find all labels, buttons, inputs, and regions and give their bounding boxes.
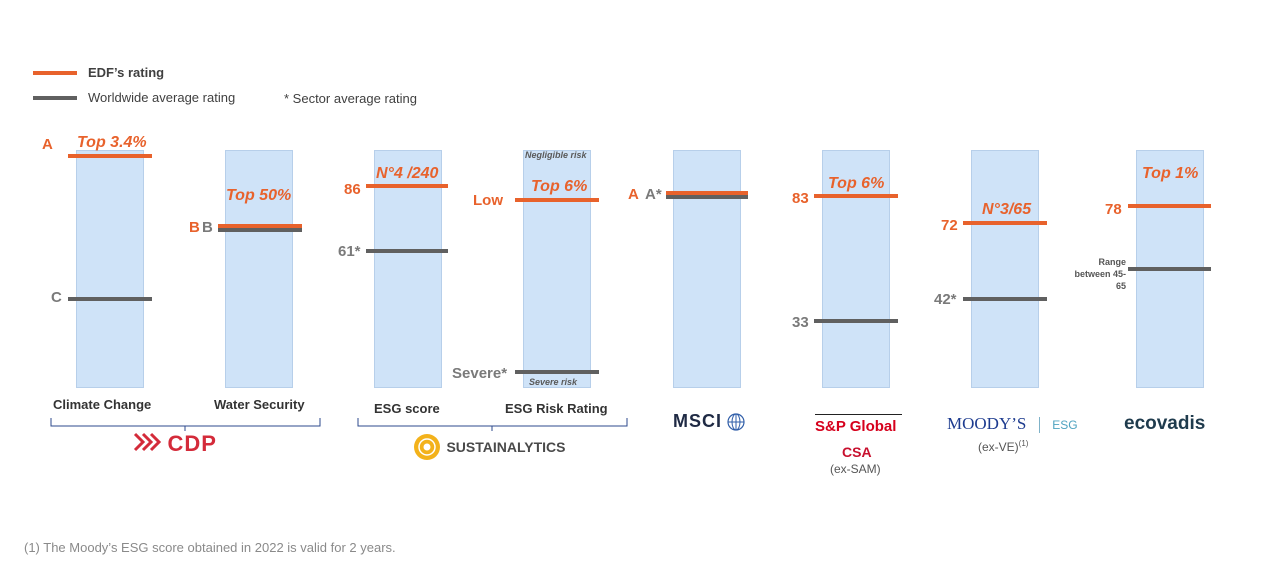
moodys-edf-line <box>963 221 1047 225</box>
cdp-logo-icon <box>133 432 162 452</box>
sp-panel <box>822 150 890 388</box>
sp-note: Top 6% <box>828 175 885 192</box>
ecovadis-logo-text: ecovadis <box>1124 413 1206 434</box>
sp-csa-label: CSA <box>842 444 872 460</box>
sustainalytics-logo-icon <box>414 434 440 460</box>
esg-risk-average-line <box>515 370 599 374</box>
moodys-average-value: 42* <box>934 291 957 308</box>
cdp-logo: CDP <box>133 430 217 456</box>
water-average-line <box>218 228 302 232</box>
esg-risk-edf-line <box>515 198 599 202</box>
msci-average-line <box>666 195 748 199</box>
msci-logo-text: MSCI <box>673 411 722 431</box>
esg-score-panel <box>374 150 442 388</box>
legend-average-label: Worldwide average rating <box>88 90 236 105</box>
moodys-average-line <box>963 297 1047 301</box>
sustainalytics-logo-text: SUSTAINALYTICS <box>446 439 566 455</box>
climate-change-panel <box>76 150 144 388</box>
moodys-logo: MOODY’S ESG <box>947 414 1078 434</box>
esg-risk-panel <box>523 150 591 388</box>
moodys-ex-label: (ex-VE)(1) <box>978 439 1028 454</box>
sp-edf-line <box>814 194 898 198</box>
water-average-value: B <box>202 219 213 236</box>
legend-edf-swatch <box>33 71 77 75</box>
esg-risk-category-label: ESG Risk Rating <box>505 401 608 416</box>
msci-edf-value: A <box>628 186 639 203</box>
moodys-note: N°3/65 <box>982 201 1032 218</box>
sp-edf-value: 83 <box>792 190 809 207</box>
ecovadis-edf-value: 78 <box>1105 201 1122 218</box>
msci-logo: MSCI <box>673 411 746 432</box>
ecovadis-range-label: Range between 45-65 <box>1074 257 1126 291</box>
moodys-edf-value: 72 <box>941 217 958 234</box>
moodys-panel <box>971 150 1039 388</box>
esg-score-edf-value: 86 <box>344 181 361 198</box>
sp-logo-text: S&P Global <box>815 418 897 435</box>
legend-average-swatch <box>33 96 77 100</box>
footnote: (1) The Moody’s ESG score obtained in 20… <box>24 540 396 555</box>
moodys-logo-divider <box>1038 416 1040 433</box>
sp-logo: S&P Global <box>815 414 902 436</box>
msci-panel <box>673 150 741 388</box>
legend-edf-label: EDF’s rating <box>88 65 165 80</box>
esg-risk-bottom-label: Severe risk <box>529 377 578 387</box>
esg-score-average-value: 61* <box>338 243 361 260</box>
cdp-logo-text: CDP <box>167 431 217 456</box>
cdp-bracket <box>50 418 321 431</box>
climate-average-value: C <box>51 289 62 306</box>
sp-ex-label: (ex-SAM) <box>830 462 881 476</box>
msci-edf-line <box>666 191 748 195</box>
msci-average-value: A* <box>645 186 662 203</box>
sustainalytics-logo: SUSTAINALYTICS <box>412 432 565 462</box>
esg-risk-note: Top 6% <box>531 178 588 195</box>
ecovadis-logo: ecovadis <box>1124 413 1205 435</box>
esg-score-category-label: ESG score <box>374 401 440 416</box>
climate-note: Top 3.4% <box>77 134 147 151</box>
esg-score-average-line <box>366 249 448 253</box>
climate-average-line <box>68 297 152 301</box>
moodys-ex-footnote-ref: (1) <box>1018 439 1029 448</box>
water-security-panel <box>225 150 293 388</box>
ecovadis-edf-line <box>1128 204 1211 208</box>
climate-edf-value: A <box>42 136 53 153</box>
water-category-label: Water Security <box>214 397 305 412</box>
sp-logo-rule <box>815 414 902 415</box>
moodys-logo-text: MOODY’S <box>947 414 1027 433</box>
moodys-ex-text: (ex-VE) <box>978 440 1019 454</box>
esg-score-note: N°4 /240 <box>376 165 439 182</box>
climate-edf-line <box>68 154 152 158</box>
water-edf-line <box>218 224 302 228</box>
sustainalytics-bracket <box>357 418 628 431</box>
water-note: Top 50% <box>226 187 292 204</box>
esg-risk-edf-value: Low <box>473 192 503 209</box>
msci-globe-icon <box>727 412 746 431</box>
esg-score-edf-line <box>366 184 448 188</box>
water-edf-value: B <box>189 219 200 236</box>
sp-average-line <box>814 319 898 323</box>
climate-category-label: Climate Change <box>53 397 152 412</box>
ecovadis-note: Top 1% <box>1142 165 1199 182</box>
legend-sector-label: * Sector average rating <box>284 91 417 106</box>
moodys-esg-text: ESG <box>1052 418 1078 432</box>
esg-risk-top-label: Negligible risk <box>525 150 587 160</box>
ecovadis-average-line <box>1128 267 1211 271</box>
sp-average-value: 33 <box>792 314 809 331</box>
esg-risk-average-value: Severe* <box>452 365 508 382</box>
